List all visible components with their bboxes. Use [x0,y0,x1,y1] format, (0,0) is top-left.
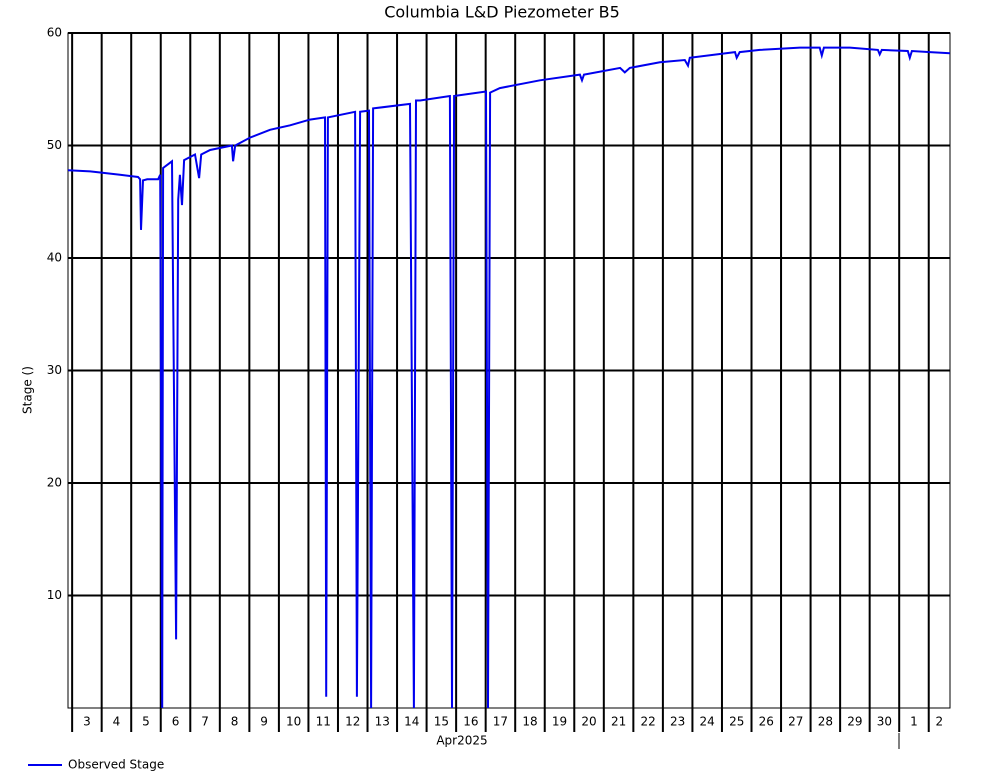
x-tick-label: 30 [877,715,892,729]
x-tick-label: 11 [316,715,331,729]
x-tick-label: 25 [729,715,744,729]
x-tick-label: 16 [463,715,478,729]
x-tick-label: 29 [847,715,862,729]
y-tick-label: 30 [47,363,62,377]
x-tick-label: 7 [201,715,209,729]
x-axis-label: Apr2025 [436,734,487,748]
x-tick-label: 5 [142,715,150,729]
x-tick-label: 23 [670,715,685,729]
x-tick-label: 13 [375,715,390,729]
y-tick-label: 20 [47,476,62,490]
x-tick-label: 8 [231,715,239,729]
x-tick-label: 14 [404,715,419,729]
x-tick-label: 28 [818,715,833,729]
x-tick-label: 20 [581,715,596,729]
x-tick-label: 19 [552,715,567,729]
x-tick-label: 17 [493,715,508,729]
x-tick-label: 26 [759,715,774,729]
data-line [67,46,951,709]
y-tick-label: 40 [47,251,62,265]
x-tick-label: 2 [936,715,944,729]
x-tick-label: 15 [434,715,449,729]
x-tick-label: 24 [700,715,715,729]
x-tick-label: 4 [113,715,121,729]
chart-title: Columbia L&D Piezometer B5 [384,3,620,22]
legend-label: Observed Stage [68,758,164,772]
x-tick-label: 21 [611,715,626,729]
x-tick-label: 27 [788,715,803,729]
x-tick-label: 18 [522,715,537,729]
y-tick-label: 10 [47,588,62,602]
x-tick-label: 10 [286,715,301,729]
y-tick-label: 60 [47,26,62,40]
x-tick-label: 6 [172,715,180,729]
x-tick-label: 9 [260,715,268,729]
x-tick-label: 1 [910,715,918,729]
x-tick-label: 22 [640,715,655,729]
y-tick-label: 50 [47,138,62,152]
x-tick-label: 3 [83,715,91,729]
x-tick-label: 12 [345,715,360,729]
y-axis-label: Stage () [21,366,35,414]
